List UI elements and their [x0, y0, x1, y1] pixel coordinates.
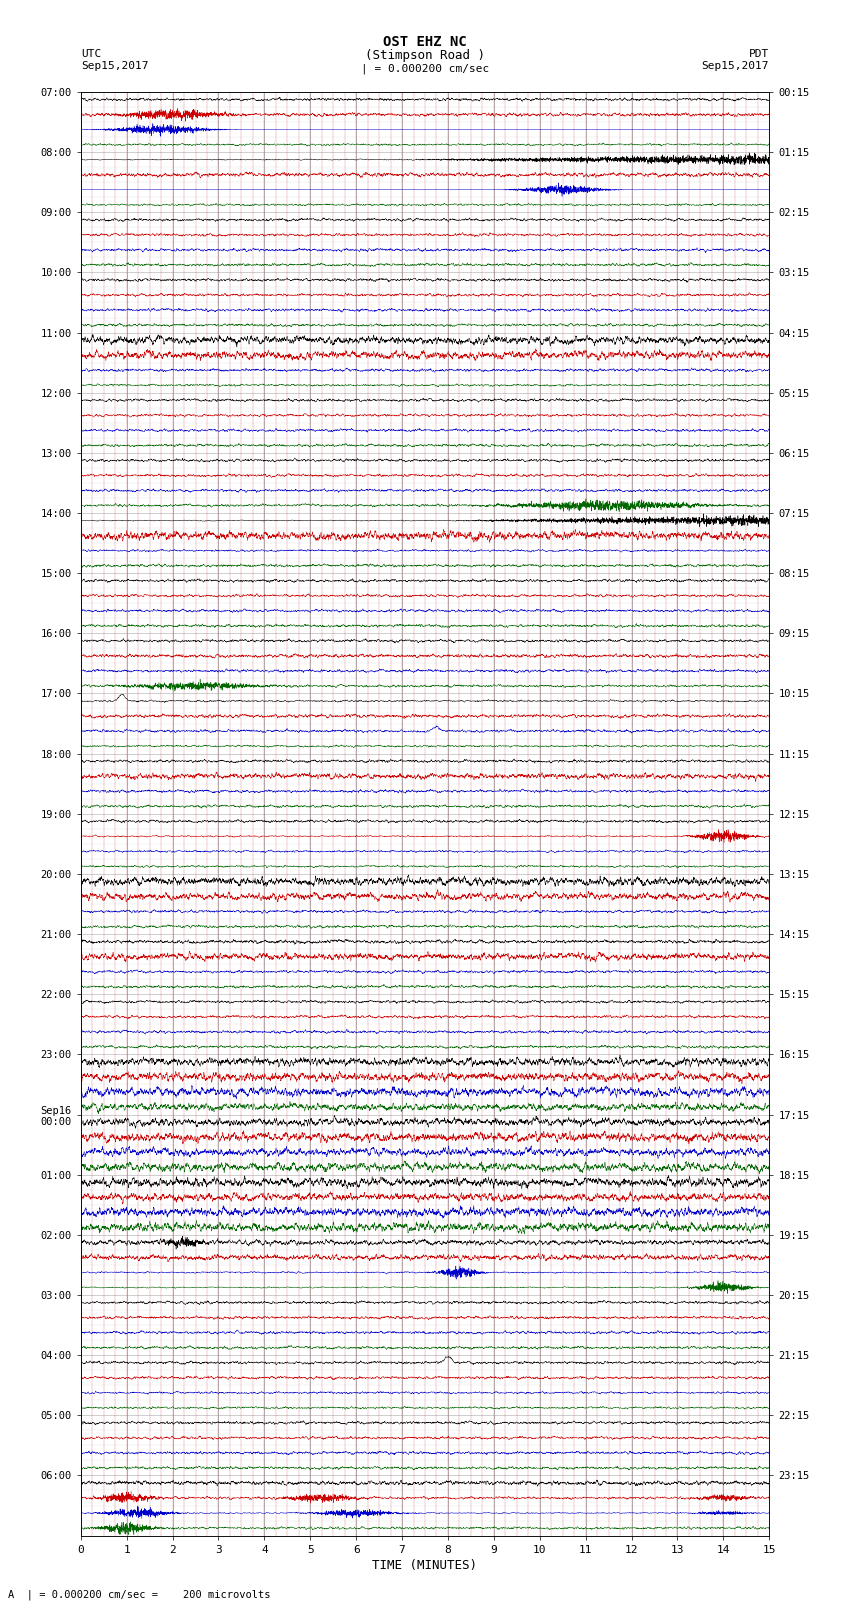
Text: PDT
Sep15,2017: PDT Sep15,2017 [702, 50, 769, 71]
Text: (Stimpson Road ): (Stimpson Road ) [365, 50, 485, 63]
Text: OST EHZ NC: OST EHZ NC [383, 35, 467, 48]
Text: UTC
Sep15,2017: UTC Sep15,2017 [81, 50, 148, 71]
Text: | = 0.000200 cm/sec: | = 0.000200 cm/sec [361, 65, 489, 74]
X-axis label: TIME (MINUTES): TIME (MINUTES) [372, 1558, 478, 1571]
Text: A  | = 0.000200 cm/sec =    200 microvolts: A | = 0.000200 cm/sec = 200 microvolts [8, 1589, 271, 1600]
